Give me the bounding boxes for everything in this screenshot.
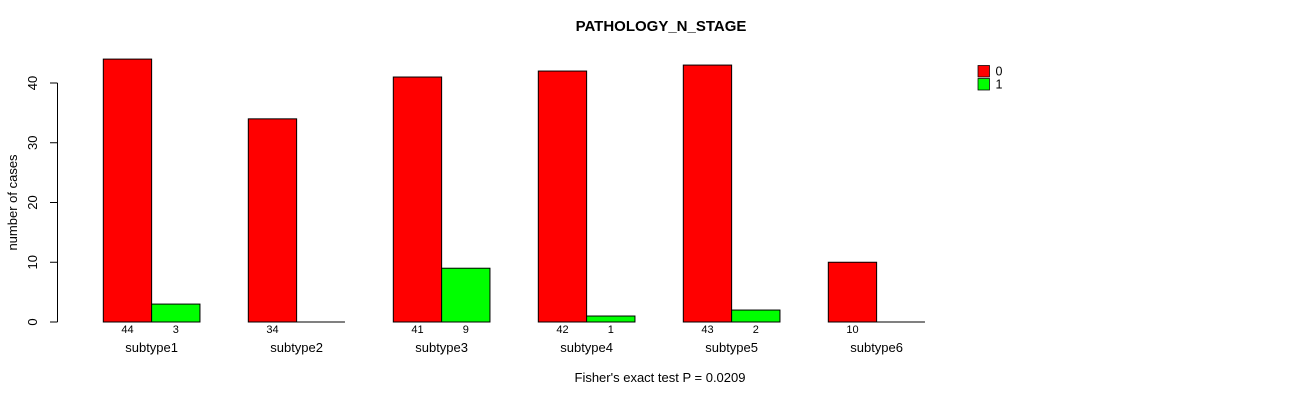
category-label-subtype6: subtype6 [850, 340, 903, 355]
category-label-subtype5: subtype5 [705, 340, 758, 355]
bar-subtype5-series-0 [682, 64, 733, 323]
bar-subtype1-series-1 [151, 303, 201, 323]
category-label-subtype2: subtype2 [270, 340, 323, 355]
bar-groups [102, 58, 925, 323]
bar-count-label: 9 [463, 324, 469, 336]
bar-subtype3-series-1 [441, 267, 491, 323]
category-label-subtype4: subtype4 [560, 340, 613, 355]
bar-count-label: 2 [753, 324, 759, 336]
bar-subtype5-series-1 [731, 309, 781, 323]
bar-count-label: 44 [121, 324, 133, 336]
bar-subtype3-series-0 [392, 76, 443, 323]
bar-count-label: 34 [266, 324, 278, 336]
y-axis-title: number of cases [5, 154, 20, 251]
bar-subtype6-series-0 [827, 261, 878, 323]
bar-subtype1-series-0 [102, 58, 153, 323]
bar-count-label: 3 [173, 324, 179, 336]
fisher-test-caption: Fisher's exact test P = 0.0209 [575, 370, 746, 385]
chart-title: PATHOLOGY_N_STAGE [576, 18, 747, 35]
bar-count-label: 42 [556, 324, 568, 336]
bar-subtype2-series-0 [247, 118, 298, 323]
bar-subtype4-series-0 [537, 70, 588, 323]
y-tick-label: 40 [25, 76, 40, 90]
y-tick-label: 0 [25, 318, 40, 325]
y-tick-label: 20 [25, 195, 40, 209]
y-axis: 0 10 20 30 40 [25, 76, 58, 326]
bar-count-label: 41 [411, 324, 423, 336]
y-tick-label: 10 [25, 255, 40, 269]
bar-subtype4-series-1 [586, 315, 636, 323]
legend-swatch-1 [977, 78, 990, 91]
category-label-subtype1: subtype1 [125, 340, 178, 355]
y-tick-label: 30 [25, 136, 40, 150]
legend-label-1: 1 [996, 78, 1003, 92]
legend-label-0: 0 [996, 65, 1003, 79]
bar-count-label: 43 [701, 324, 713, 336]
bar-count-label: 10 [846, 324, 858, 336]
bar-and-category-labels: 44 3 subtype1 34 subtype2 41 9 subtype3 42 1 subty… [121, 324, 903, 355]
category-label-subtype3: subtype3 [415, 340, 468, 355]
legend: 01 [977, 65, 1003, 92]
legend-swatch-0 [977, 65, 990, 78]
bar-count-label: 1 [608, 324, 614, 336]
